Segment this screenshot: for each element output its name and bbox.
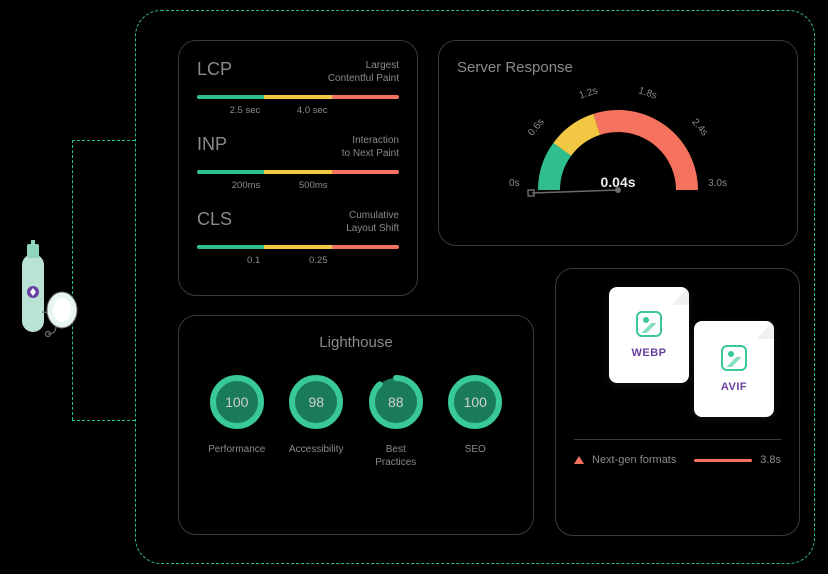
file-label: WEBP [632,347,667,359]
vital-abbr: CLS [197,209,232,230]
divider [574,439,781,440]
vital-full: Cumulative Layout Shift [346,209,399,235]
formats-label: Next-gen formats [592,454,676,466]
lighthouse-item: 100 SEO [440,373,510,456]
image-icon [636,311,662,337]
score-label: Accessibility [289,443,343,456]
score-ring: 98 [287,373,345,431]
score-value: 98 [287,373,345,431]
vital-full: Largest Contentful Paint [328,59,399,85]
image-icon [721,345,747,371]
vital-thresholds: 2.5 sec 4.0 sec [197,105,399,116]
server-gauge: 0s 0.6s 1.2s 1.8s 2.4s 3.0s 0.04s [503,80,733,220]
time-bar [694,459,752,462]
vital-abbr: LCP [197,59,232,80]
lighthouse-item: 88 BestPractices [361,373,431,469]
vital-row-lcp: LCP Largest Contentful Paint 2.5 sec 4.0… [197,59,399,116]
lighthouse-item: 98 Accessibility [281,373,351,456]
score-value: 100 [446,373,504,431]
score-label: SEO [465,443,486,456]
oxygen-tank-icon [8,240,88,350]
score-ring: 100 [446,373,504,431]
vital-bar [197,170,399,174]
gauge-tick: 3.0s [708,178,727,189]
vital-row-inp: INP Interaction to Next Paint 200ms 500m… [197,134,399,191]
core-web-vitals-card: LCP Largest Contentful Paint 2.5 sec 4.0… [178,40,418,296]
lighthouse-scores-row: 100 Performance 98 Accessibility 88 Best… [197,373,515,469]
vital-bar [197,95,399,99]
vital-full: Interaction to Next Paint [342,134,399,160]
formats-card: WEBP AVIF Next-gen formats 3.8s [555,268,800,536]
file-avif: AVIF [694,321,774,417]
vital-bar [197,245,399,249]
file-label: AVIF [721,381,747,393]
score-value: 88 [367,373,425,431]
vital-thresholds: 0.1 0.25 [197,255,399,266]
card-title: Lighthouse [197,334,515,351]
card-title: Server Response [457,59,779,76]
lighthouse-card: Lighthouse 100 Performance 98 Accessibil… [178,315,534,535]
connector-line [72,420,135,422]
triangle-icon [574,456,584,464]
score-ring: 88 [367,373,425,431]
formats-legend: Next-gen formats 3.8s [574,454,781,466]
vital-row-cls: CLS Cumulative Layout Shift 0.1 0.25 [197,209,399,266]
server-response-card: Server Response 0s 0.6s 1.2s 1.8s 2.4s [438,40,798,246]
gauge-tick: 0s [509,178,520,189]
score-label: BestPractices [375,443,416,469]
file-webp: WEBP [609,287,689,383]
score-label: Performance [208,443,265,456]
file-icons-area: WEBP AVIF [574,287,781,427]
vital-abbr: INP [197,134,227,155]
connector-line [72,140,135,142]
vital-thresholds: 200ms 500ms [197,180,399,191]
score-ring: 100 [208,373,266,431]
formats-time: 3.8s [760,454,781,466]
lighthouse-item: 100 Performance [202,373,272,456]
score-value: 100 [208,373,266,431]
gauge-value: 0.04s [600,174,635,190]
